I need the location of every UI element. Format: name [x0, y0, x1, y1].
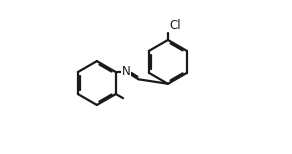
Text: Cl: Cl	[169, 19, 181, 32]
Text: N: N	[122, 65, 131, 78]
